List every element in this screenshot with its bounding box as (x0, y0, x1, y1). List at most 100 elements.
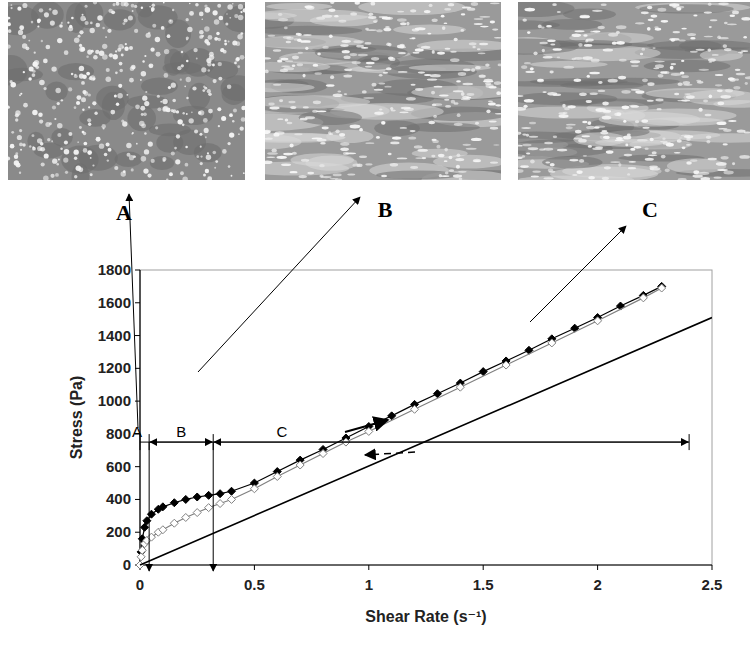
texture (388, 57, 394, 60)
texture (186, 18, 189, 21)
texture (677, 100, 688, 102)
texture (518, 2, 575, 17)
texture (386, 43, 390, 46)
texture (587, 75, 590, 78)
texture (595, 126, 605, 128)
texture (218, 77, 222, 81)
texture (614, 112, 620, 116)
texture (266, 3, 332, 10)
texture (213, 151, 217, 155)
texture (390, 141, 399, 144)
texture (82, 90, 86, 94)
texture (453, 90, 464, 92)
texture (733, 86, 740, 90)
texture (108, 148, 112, 152)
y-axis (139, 270, 140, 565)
texture (592, 30, 600, 32)
texture (467, 7, 475, 10)
texture (463, 68, 471, 71)
texture (265, 130, 270, 134)
texture (709, 26, 712, 28)
texture (111, 10, 115, 14)
texture (303, 74, 306, 78)
texture (495, 104, 501, 106)
texture (287, 122, 293, 125)
texture (79, 126, 82, 129)
texture (225, 22, 228, 25)
texture (661, 20, 669, 23)
texture (567, 105, 575, 108)
x-tick-label: 2.5 (702, 576, 723, 593)
texture (629, 105, 637, 107)
texture (152, 24, 156, 28)
texture (736, 73, 746, 75)
texture (641, 11, 649, 14)
texture (143, 112, 147, 116)
texture (68, 87, 72, 91)
texture (59, 24, 63, 28)
texture (458, 72, 466, 76)
texture (304, 5, 312, 8)
texture (82, 109, 84, 111)
texture (43, 176, 49, 180)
texture (379, 109, 382, 111)
texture (71, 17, 74, 20)
texture (570, 159, 579, 161)
texture (132, 66, 136, 70)
texture (343, 74, 352, 77)
texture (441, 15, 445, 18)
point (319, 450, 327, 458)
texture (355, 2, 360, 5)
series-line (140, 288, 662, 565)
texture (49, 122, 52, 125)
texture (310, 15, 378, 27)
texture (93, 55, 98, 60)
texture (583, 155, 587, 157)
texture (88, 93, 91, 96)
texture (316, 111, 326, 113)
texture (642, 127, 649, 129)
image-label: B (378, 197, 393, 222)
texture (228, 41, 230, 43)
texture (428, 121, 435, 124)
texture (143, 168, 148, 173)
texture (595, 108, 606, 112)
texture (241, 106, 245, 110)
texture (236, 57, 240, 61)
texture (212, 10, 217, 15)
texture (413, 52, 420, 54)
point (159, 526, 167, 534)
texture (286, 41, 292, 44)
texture (241, 117, 245, 122)
texture (723, 143, 728, 145)
texture (265, 26, 362, 35)
texture (392, 136, 401, 139)
texture (95, 50, 99, 54)
texture (365, 66, 372, 68)
texture (290, 171, 298, 173)
texture (214, 37, 218, 41)
texture (651, 14, 658, 17)
texture (478, 52, 486, 54)
texture (552, 3, 557, 6)
texture (618, 163, 621, 167)
texture (337, 91, 341, 93)
texture (180, 171, 184, 175)
texture (343, 55, 350, 59)
texture (374, 111, 384, 114)
texture (313, 100, 321, 104)
texture (102, 44, 107, 49)
texture (186, 39, 188, 41)
texture (157, 95, 160, 98)
texture (265, 161, 272, 165)
texture (745, 82, 748, 85)
texture (674, 93, 679, 96)
texture (640, 53, 643, 56)
texture (174, 147, 177, 150)
texture (207, 176, 212, 180)
texture (693, 170, 699, 174)
texture (624, 154, 632, 157)
texture (629, 161, 636, 163)
texture (648, 155, 658, 157)
texture (155, 37, 160, 42)
